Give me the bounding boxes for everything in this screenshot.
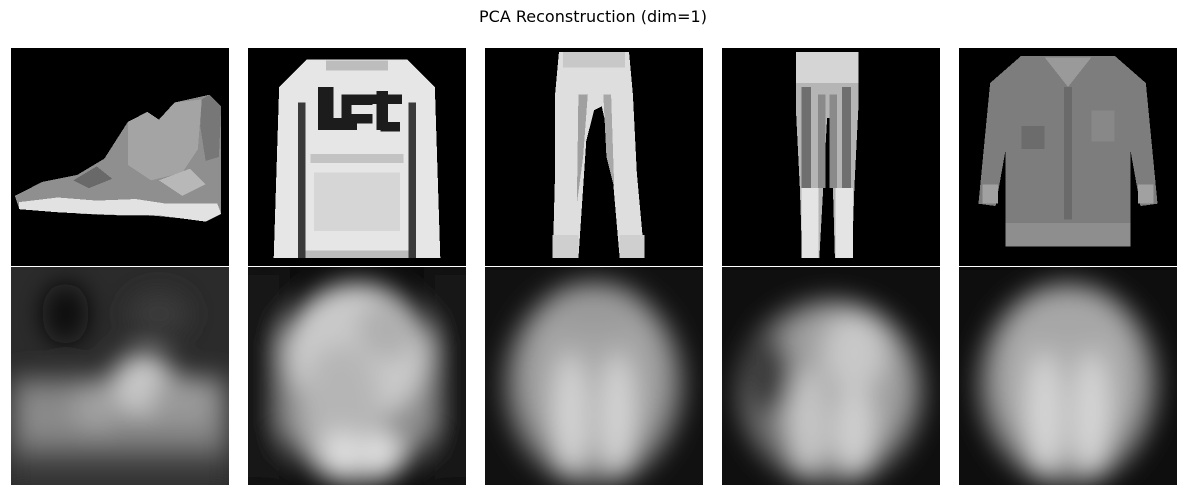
reconstruction-image bbox=[485, 267, 703, 485]
original-trouser-image bbox=[722, 48, 940, 266]
reconstruction-image bbox=[959, 267, 1177, 485]
reconstruction-image bbox=[722, 267, 940, 485]
original-shirt-image bbox=[959, 48, 1177, 266]
reconstruction-image bbox=[248, 267, 466, 485]
original-ankle-boot-image bbox=[11, 48, 229, 266]
reconstruction-image bbox=[11, 267, 229, 485]
original-trouser-image bbox=[485, 48, 703, 266]
original-pullover-image bbox=[248, 48, 466, 266]
